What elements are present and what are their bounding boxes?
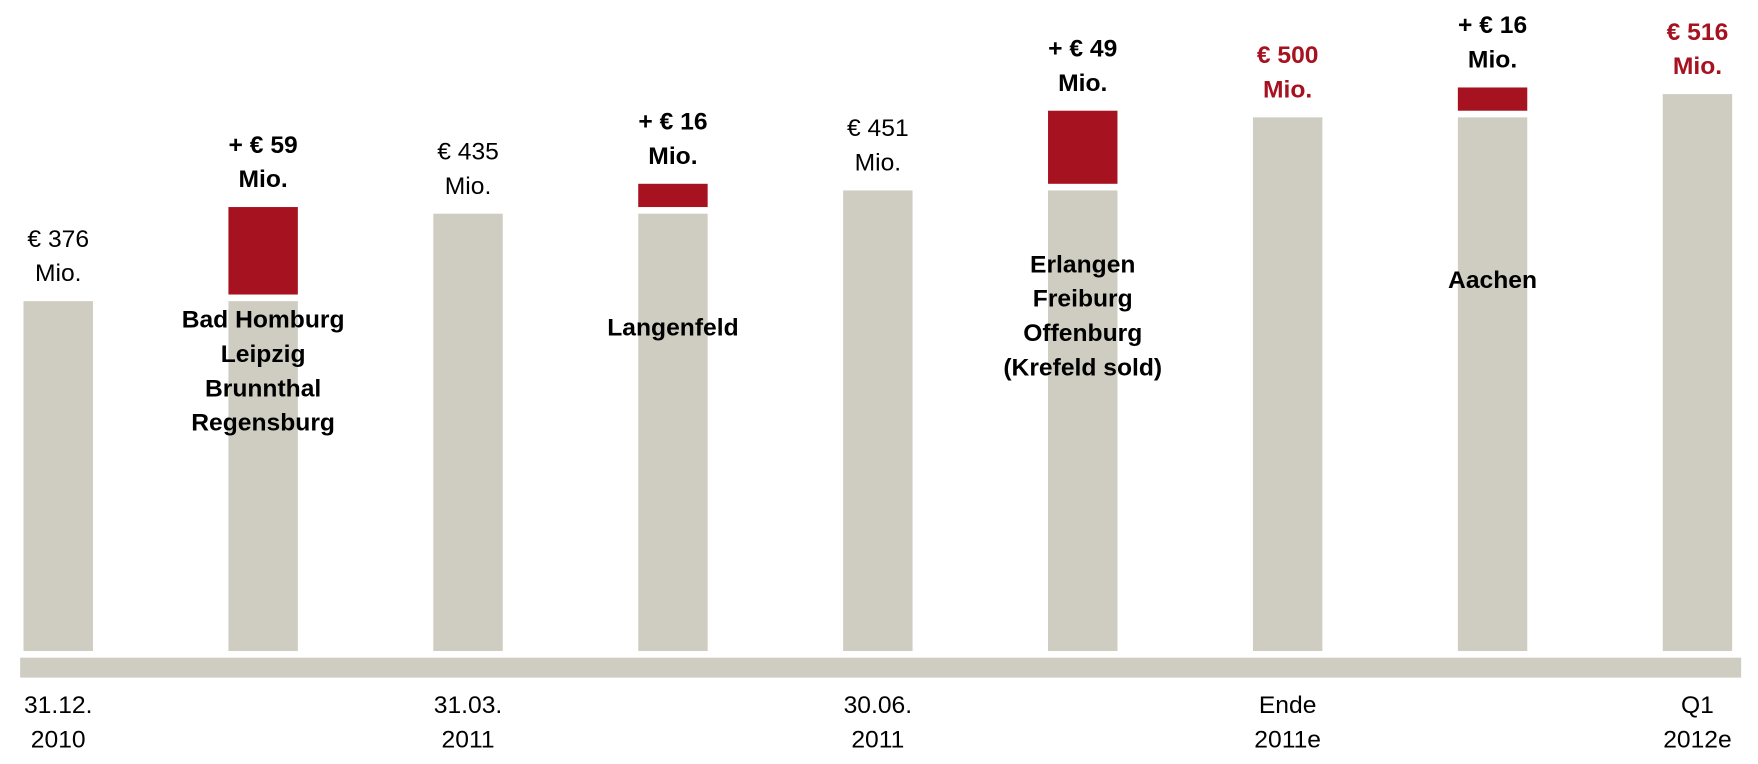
x-tick-label: 30.06. 2011 [843, 690, 913, 753]
annotation: Bad Homburg Leipzig Brunnthal Regensburg [181, 305, 345, 437]
value-label: € 376 Mio. [27, 224, 90, 287]
bar [433, 213, 503, 652]
annotation: Aachen [1448, 265, 1538, 293]
bar [23, 301, 93, 652]
x-tick-label: 31.12. 2010 [23, 690, 93, 753]
x-axis-band [20, 657, 1742, 678]
value-label: € 451 Mio. [847, 113, 909, 176]
base-bar [1457, 117, 1528, 652]
x-tick-label: Q1 2012e [1663, 690, 1732, 753]
bar [843, 190, 913, 652]
base-bar [1048, 190, 1118, 652]
annotation: Langenfeld [607, 313, 739, 342]
value-label: € 500 Mio. [1256, 41, 1319, 104]
bar [1662, 93, 1733, 652]
x-tick-label: 31.03. 2011 [433, 690, 503, 753]
value-label: € 516 Mio. [1666, 17, 1729, 80]
increase-bar [1457, 87, 1528, 111]
base-bar [228, 301, 298, 652]
increase-bar [638, 183, 708, 208]
value-label: + € 49 Mio. [1048, 34, 1118, 97]
bar [1252, 117, 1323, 652]
annotation: Erlangen Freiburg Offenburg (Krefeld sol… [1003, 250, 1163, 381]
base-bar [638, 213, 708, 652]
x-tick-label: Ende 2011e [1254, 690, 1321, 753]
increase-bar [228, 207, 298, 295]
value-label: + € 59 Mio. [228, 130, 298, 193]
value-label: + € 16 Mio. [1457, 10, 1528, 73]
value-label: + € 16 Mio. [638, 107, 708, 170]
increase-bar [1048, 110, 1118, 184]
value-label: € 435 Mio. [437, 137, 499, 200]
